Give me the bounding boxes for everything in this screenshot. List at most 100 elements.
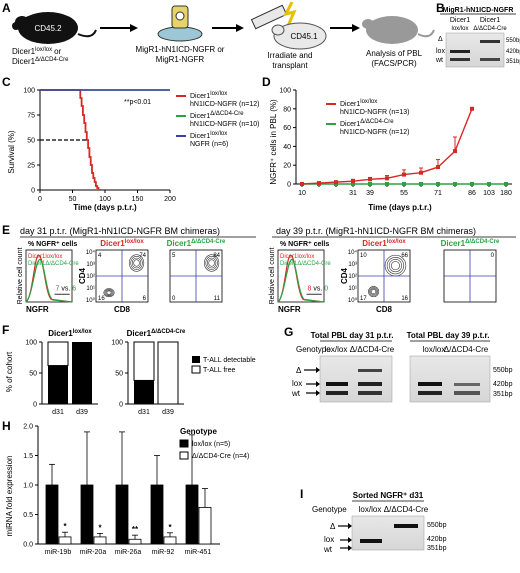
f-bar-free <box>157 341 179 405</box>
e-hist-title: % NGFR⁺ cells <box>280 241 329 248</box>
panel-label-e: E <box>2 223 10 237</box>
h-significance: ** <box>132 525 139 534</box>
gel-b-row-delta: Δ <box>438 36 443 43</box>
h-bar <box>45 484 59 545</box>
e-contour-ring <box>386 256 405 275</box>
d-point <box>351 182 355 186</box>
d-ytick-label: 20 <box>283 163 291 170</box>
e-ytick: 10³ <box>86 262 95 268</box>
panel-i: I Sorted NGFR⁺ d31 Genotype lox/lox Δ/ΔC… <box>300 487 447 554</box>
h-ytick-label: 1.5 <box>23 453 33 460</box>
panel-c: C Survival (%) Time (days p.t.r.) **p<0.… <box>2 75 176 212</box>
e-quad-tl: 4 <box>98 253 102 259</box>
g-bp420: 420bp <box>493 381 513 388</box>
f-ytick-label: 50 <box>29 371 37 378</box>
transplant-line1: Irradiate and <box>268 51 313 60</box>
e-ytick: 10¹ <box>86 286 95 292</box>
e-contour-ring <box>370 288 378 296</box>
legend-label-line1: Dicer1lox/lox <box>190 91 227 100</box>
e-contour-ring <box>205 256 218 270</box>
e-hist-title: % NGFR⁺ cells <box>28 241 77 248</box>
e-contour-title: Dicer1lox/lox <box>362 239 406 248</box>
donor-line1: Dicer1lox/lox or <box>12 47 62 56</box>
d-point <box>351 179 355 184</box>
panel-g: G Total PBL day 31 p.t.r. Total PBL day … <box>284 325 513 403</box>
h-xtick-label: miR-20a <box>80 549 107 556</box>
d-ytick-label: 80 <box>283 106 291 113</box>
gel-b-title: MigR1-hN1ICD-NGFR <box>443 7 514 14</box>
transplant-line2: transplant <box>272 61 308 70</box>
e-hist-vs: 7 vs. 6 <box>55 286 76 293</box>
e-quad-tr: 0 <box>491 253 495 259</box>
e-quad-br: 6 <box>143 296 147 302</box>
c-xtick-label: 200 <box>164 196 176 203</box>
e-contour-ring <box>371 289 376 294</box>
d-point <box>300 182 304 186</box>
e-contour-ring <box>204 254 220 272</box>
h-bar <box>93 536 107 545</box>
gel-b-row-wt: wt <box>435 57 443 64</box>
g-col1a: lox/lox <box>325 345 348 354</box>
legend-label-line2: NGFR (n=6) <box>190 141 228 148</box>
e-contour-ring <box>104 289 114 297</box>
d-point <box>453 149 457 154</box>
f-legend-free: T-ALL free <box>203 367 236 374</box>
i-col2: Δ/ΔCD4-Cre <box>384 505 429 514</box>
d-xlabel: Time (days p.t.r.) <box>368 203 432 212</box>
h-bar <box>185 484 199 545</box>
e-axis-cd4: CD4 <box>78 267 87 284</box>
c-ytick-label: 100 <box>23 88 35 95</box>
d-ytick-label: 100 <box>279 88 291 95</box>
g-bp351: 351bp <box>493 391 513 398</box>
gel-b-row-lox: lox <box>436 48 445 55</box>
c-ytick-label: 75 <box>27 113 35 120</box>
h-ytick-label: 0.5 <box>23 512 33 519</box>
d-xtick-label: 180 <box>500 190 512 197</box>
panel-label-g: G <box>284 325 293 339</box>
f-group-title: Dicer1lox/lox <box>48 329 92 338</box>
f-ytick-label: 0 <box>33 402 37 409</box>
d-ytick-label: 0 <box>287 182 291 189</box>
recipient-mouse: CD45.1 <box>271 22 327 50</box>
f-bar-free <box>133 341 155 381</box>
panel-label-c: C <box>2 75 11 89</box>
d-xtick-label: 86 <box>468 190 476 197</box>
d-point <box>470 106 474 111</box>
e-contour-ring <box>390 261 400 271</box>
e-contour-title: Dicer1lox/lox <box>100 239 144 248</box>
h-legend-swatch <box>179 451 189 460</box>
c-xtick-label: 150 <box>132 196 144 203</box>
h-legend-label: Δ/ΔCD4-Cre (n=4) <box>192 453 249 460</box>
e-hist-ylabel: Relative cell count <box>17 248 24 305</box>
h-ytick-label: 2.0 <box>23 424 33 431</box>
h-legend-label: lox/lox (n=5) <box>192 441 230 448</box>
e-axis-cd4: CD4 <box>340 267 349 284</box>
i-bp351: 351bp <box>427 545 447 552</box>
f-bar-detectable <box>48 365 68 404</box>
h-bar <box>128 538 142 545</box>
h-ytick-label: 1.0 <box>23 483 33 490</box>
gel-b-bp351: 351bp <box>506 59 520 65</box>
gel-g2-image <box>409 355 491 403</box>
e-contour-ring <box>369 287 379 297</box>
e-quad-br: 16 <box>401 296 408 302</box>
analysis-mouse <box>362 16 435 44</box>
e-contour-ring <box>131 257 142 269</box>
g-row-wt: wt <box>291 389 301 398</box>
e-contour-ring <box>208 259 215 267</box>
h-ylabel: miRNA fold expression <box>5 456 14 537</box>
d-xtick-label: 39 <box>366 190 374 197</box>
f-bar-detectable <box>134 380 154 404</box>
d-point <box>419 170 423 175</box>
d-xtick-label: 55 <box>400 190 408 197</box>
e-ytick: 10⁰ <box>348 297 358 304</box>
virus-dish <box>157 5 203 42</box>
h-bar <box>115 484 129 545</box>
e-ytick: 10⁰ <box>86 297 96 304</box>
h-significance: * <box>168 523 172 532</box>
legend-label-line2: hN1ICD-NGFR (n=13) <box>340 109 409 116</box>
d-point <box>453 182 457 186</box>
virus-line1: MigR1-hN1ICD-NGFR or <box>136 45 225 54</box>
e-contour-ring <box>368 286 380 298</box>
e-hist-xlabel: NGFR <box>278 305 301 314</box>
